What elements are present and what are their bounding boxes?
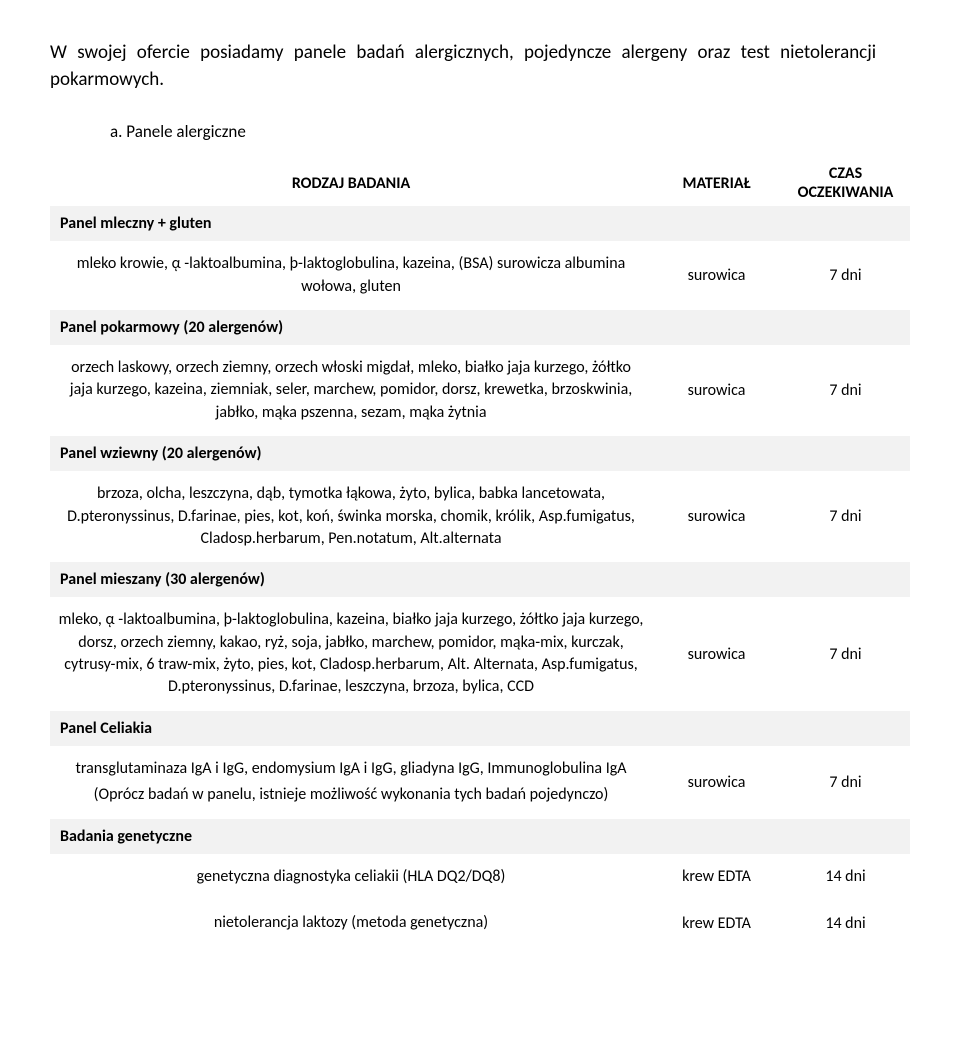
header-material: MATERIAŁ (652, 160, 781, 206)
panel-celiakia-desc-cell: transglutaminaza IgA i IgG, endomysium I… (50, 746, 652, 819)
panels-table: RODZAJ BADANIA MATERIAŁ CZAS OCZEKIWANIA… (50, 160, 910, 946)
panel-mleczny-title-row: Panel mleczny + gluten (50, 206, 910, 241)
panel-wziewny-title-row: Panel wziewny (20 alergenów) (50, 436, 910, 471)
panel-mieszany-material: surowica (652, 597, 781, 711)
panel-celiakia-title-row: Panel Celiakia (50, 711, 910, 746)
panel-pokarmowy-row: orzech laskowy, orzech ziemny, orzech wł… (50, 345, 910, 436)
panel-mleczny-title: Panel mleczny + gluten (50, 206, 910, 241)
panel-genetyczne-material-0: krew EDTA (652, 854, 781, 900)
panel-genetyczne-desc-0: genetyczna diagnostyka celiakii (HLA DQ2… (50, 854, 652, 900)
panel-mieszany-title: Panel mieszany (30 alergenów) (50, 562, 910, 597)
panel-genetyczne-material-1: krew EDTA (652, 900, 781, 946)
panel-genetyczne-title-row: Badania genetyczne (50, 819, 910, 854)
panel-celiakia-material: surowica (652, 746, 781, 819)
intro-text: W swojej ofercie posiadamy panele badań … (50, 40, 910, 93)
panel-celiakia-desc: transglutaminaza IgA i IgG, endomysium I… (58, 758, 644, 780)
panel-wziewny-time: 7 dni (781, 471, 910, 562)
panel-pokarmowy-material: surowica (652, 345, 781, 436)
panel-celiakia-title: Panel Celiakia (50, 711, 910, 746)
panel-mleczny-desc: mleko krowie, ᾳ -laktoalbumina, þ-laktog… (50, 241, 652, 310)
panel-genetyczne-title: Badania genetyczne (50, 819, 910, 854)
panel-mieszany-title-row: Panel mieszany (30 alergenów) (50, 562, 910, 597)
panel-pokarmowy-time: 7 dni (781, 345, 910, 436)
header-time: CZAS OCZEKIWANIA (781, 160, 910, 206)
panel-genetyczne-time-0: 14 dni (781, 854, 910, 900)
panel-wziewny-material: surowica (652, 471, 781, 562)
panel-celiakia-time: 7 dni (781, 746, 910, 819)
panel-celiakia-paren: (Oprócz badań w panelu, istnieje możliwo… (58, 784, 644, 806)
table-header-row: RODZAJ BADANIA MATERIAŁ CZAS OCZEKIWANIA (50, 160, 910, 206)
panel-mieszany-row: mleko, ᾳ -laktoalbumina, þ-laktoglobulin… (50, 597, 910, 711)
panel-mieszany-time: 7 dni (781, 597, 910, 711)
panel-pokarmowy-title-row: Panel pokarmowy (20 alergenów) (50, 310, 910, 345)
panel-genetyczne-time-1: 14 dni (781, 900, 910, 946)
panel-mleczny-time: 7 dni (781, 241, 910, 310)
panel-wziewny-row: brzoza, olcha, leszczyna, dąb, tymotka ł… (50, 471, 910, 562)
panel-genetyczne-row-0: genetyczna diagnostyka celiakii (HLA DQ2… (50, 854, 910, 900)
header-desc: RODZAJ BADANIA (50, 160, 652, 206)
panel-genetyczne-row-1: nietolerancja laktozy (metoda genetyczna… (50, 900, 910, 946)
panel-wziewny-title: Panel wziewny (20 alergenów) (50, 436, 910, 471)
panel-mieszany-desc: mleko, ᾳ -laktoalbumina, þ-laktoglobulin… (50, 597, 652, 711)
panel-mleczny-row: mleko krowie, ᾳ -laktoalbumina, þ-laktog… (50, 241, 910, 310)
panel-pokarmowy-desc: orzech laskowy, orzech ziemny, orzech wł… (50, 345, 652, 436)
panel-pokarmowy-title: Panel pokarmowy (20 alergenów) (50, 310, 910, 345)
section-header: a. Panele alergiczne (110, 121, 910, 142)
panel-genetyczne-desc-1: nietolerancja laktozy (metoda genetyczna… (50, 900, 652, 946)
panel-wziewny-desc: brzoza, olcha, leszczyna, dąb, tymotka ł… (50, 471, 652, 562)
panel-mleczny-material: surowica (652, 241, 781, 310)
panel-celiakia-row: transglutaminaza IgA i IgG, endomysium I… (50, 746, 910, 819)
